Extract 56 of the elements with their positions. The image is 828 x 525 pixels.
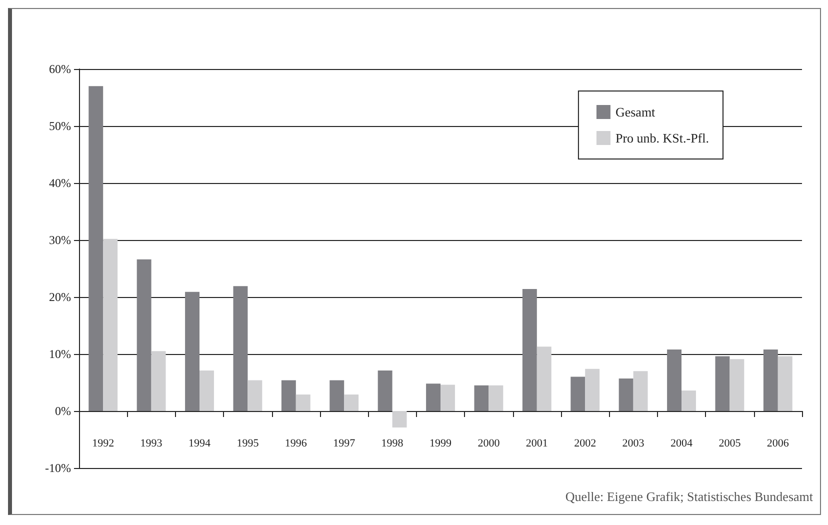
y-tick-label: 0% bbox=[55, 404, 71, 418]
bar bbox=[667, 349, 682, 411]
x-tick-label: 1993 bbox=[140, 438, 163, 450]
bar bbox=[392, 411, 407, 428]
bar bbox=[185, 292, 200, 411]
bar bbox=[715, 356, 730, 411]
bar bbox=[426, 384, 440, 411]
bar bbox=[296, 394, 310, 411]
source-note: Quelle: Eigene Grafik; Statistisches Bundesamt bbox=[565, 489, 814, 504]
bar bbox=[378, 370, 392, 411]
y-tick-label: 40% bbox=[49, 176, 71, 190]
bar bbox=[136, 259, 152, 411]
x-tick-label: 1995 bbox=[236, 438, 260, 450]
bar bbox=[488, 385, 504, 411]
bar bbox=[682, 390, 696, 411]
x-tick-label: 2000 bbox=[478, 438, 500, 450]
bar bbox=[585, 368, 600, 411]
bar bbox=[778, 356, 792, 411]
bar bbox=[233, 286, 248, 411]
bar bbox=[730, 359, 744, 411]
bar bbox=[570, 376, 586, 411]
y-tick-label: 50% bbox=[49, 119, 71, 133]
x-tick-label: 1992 bbox=[92, 438, 114, 450]
bar bbox=[200, 370, 214, 411]
legend-label: Gesamt bbox=[615, 104, 656, 120]
x-tick-label: 2004 bbox=[670, 438, 693, 450]
bar bbox=[248, 380, 262, 411]
x-tick-label: 1994 bbox=[188, 438, 211, 450]
legend-label: Pro unb. KSt.-Pfl. bbox=[615, 130, 710, 146]
y-tick-label: 10% bbox=[49, 347, 71, 361]
y-tick-label: 30% bbox=[49, 233, 71, 247]
x-tick-label: 2002 bbox=[574, 438, 596, 450]
y-tick-label: 20% bbox=[49, 290, 71, 304]
bar bbox=[151, 351, 166, 411]
bar bbox=[103, 238, 118, 411]
x-tick-label: 2006 bbox=[766, 438, 790, 450]
bar bbox=[344, 394, 359, 411]
x-tick-label: 2001 bbox=[526, 438, 548, 450]
bar bbox=[522, 289, 537, 411]
y-tick-label: -10% bbox=[45, 461, 71, 475]
x-tick-label: 1997 bbox=[333, 438, 356, 450]
bar bbox=[633, 371, 648, 411]
bar bbox=[440, 384, 455, 411]
x-tick-label: 1996 bbox=[284, 438, 308, 450]
y-tick-label: 60% bbox=[49, 62, 71, 76]
bar bbox=[763, 349, 778, 411]
bar bbox=[474, 385, 489, 411]
bar bbox=[536, 346, 552, 411]
bar bbox=[281, 380, 296, 411]
x-tick-label: 1998 bbox=[381, 438, 404, 450]
x-tick-label: 1999 bbox=[430, 438, 452, 450]
bar bbox=[618, 378, 634, 411]
x-tick-label: 2005 bbox=[718, 438, 742, 450]
bar bbox=[88, 86, 104, 411]
bar bbox=[330, 380, 344, 411]
x-tick-label: 2003 bbox=[622, 438, 645, 450]
